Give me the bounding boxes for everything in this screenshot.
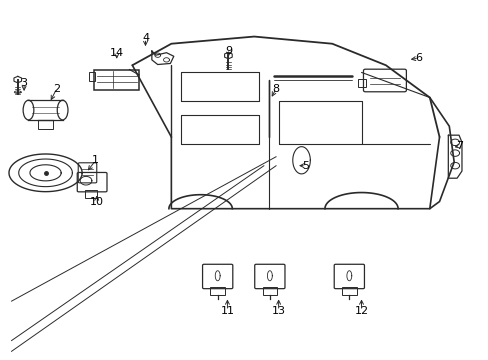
Bar [38,120,53,129]
Text: 5: 5 [302,161,309,171]
Text: 13: 13 [271,306,285,316]
Text: 7: 7 [455,141,463,151]
Bar [357,79,366,87]
Text: 9: 9 [224,46,231,56]
Text: 3: 3 [20,78,27,88]
Text: 6: 6 [415,53,422,63]
Text: 1: 1 [92,155,99,165]
Bar [85,190,97,198]
Text: 12: 12 [354,306,368,316]
Text: 10: 10 [90,197,103,207]
Text: 11: 11 [220,306,234,316]
Text: 14: 14 [109,48,123,58]
Bar [210,287,224,295]
Text: 4: 4 [142,33,149,43]
Bar [341,287,356,295]
Bar [262,287,277,295]
Bar [89,72,95,81]
Text: 8: 8 [272,84,279,94]
Text: 2: 2 [53,84,60,94]
